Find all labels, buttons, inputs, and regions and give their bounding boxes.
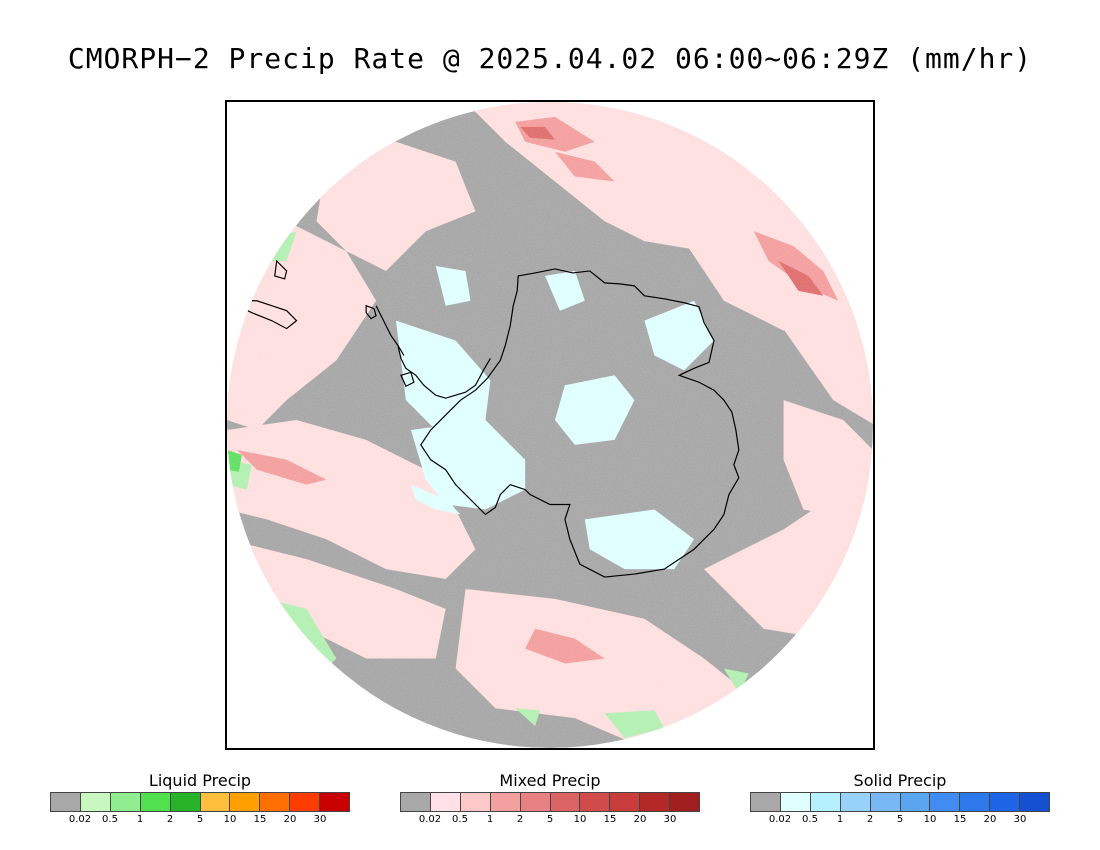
legend-liquid-tick-label: 30	[313, 814, 327, 825]
legend-solid-colorbar	[750, 792, 1050, 812]
legend-liquid-ticks: 0.02 0.5 1 2 5 10 15 20 30	[50, 812, 350, 826]
legend-liquid-swatch	[260, 793, 291, 811]
legend-mixed-title: Mixed Precip	[499, 771, 601, 790]
legend-solid-ticks: 0.02 0.5 1 2 5 10 15 20 30	[750, 812, 1050, 826]
legend-liquid-tick-label: 15	[253, 814, 267, 825]
legend-liquid-swatch	[290, 793, 321, 811]
antarctica-coastline	[420, 268, 740, 578]
legend-liquid-swatch	[320, 793, 350, 811]
legend-mixed-tick-label: 2	[516, 814, 524, 825]
legend-solid-swatch	[751, 793, 781, 811]
legend-solid-swatch	[840, 793, 871, 811]
legend-liquid-swatch	[80, 793, 111, 811]
legend-solid-swatch	[990, 793, 1021, 811]
legend-solid-tick-label: 1	[836, 814, 844, 825]
legend-mixed-swatch	[430, 793, 461, 811]
legend-mixed-tick-label: 0.5	[452, 814, 468, 825]
legend-mixed-swatch	[670, 793, 700, 811]
legend-liquid-tick-label: 10	[223, 814, 237, 825]
map-title: CMORPH−2 Precip Rate @ 2025.04.02 06:00~…	[67, 42, 1033, 75]
legend-liquid-tick-label: 0.5	[102, 814, 118, 825]
legend-mixed-tick-label: 30	[663, 814, 677, 825]
legend-solid-tick-label: 5	[896, 814, 904, 825]
island-south-shetland	[365, 304, 377, 320]
precip-map	[227, 102, 873, 748]
legend-solid-tick-label: 10	[923, 814, 937, 825]
legend-liquid: Liquid Precip 0.02 0.5 1 2 5 10 15 20 30	[50, 770, 350, 826]
legend-liquid-tick-label: 1	[136, 814, 144, 825]
legend-solid-tick-label: 0.5	[802, 814, 818, 825]
legend-mixed-tick-label: 20	[633, 814, 647, 825]
legend-mixed-ticks: 0.02 0.5 1 2 5 10 15 20 30	[400, 812, 700, 826]
legend-mixed-swatch	[550, 793, 581, 811]
map-panel	[225, 100, 875, 750]
legend-mixed-colorbar	[400, 792, 700, 812]
legend-mixed-swatch	[490, 793, 521, 811]
legend-solid-tick-label: 20	[983, 814, 997, 825]
legend-solid-swatch	[900, 793, 931, 811]
legend-liquid-swatch	[51, 793, 81, 811]
antarctic-peninsula-coast	[375, 305, 491, 399]
legend-mixed-swatch	[640, 793, 671, 811]
legend-mixed-tick-label: 10	[573, 814, 587, 825]
legend-mixed-swatch	[580, 793, 611, 811]
legend-liquid-tick-label: 5	[196, 814, 204, 825]
legend-mixed-tick-label: 5	[546, 814, 554, 825]
legend-solid-tick-label: 0.02	[768, 814, 792, 825]
legend-solid-title: Solid Precip	[853, 771, 947, 790]
legend-mixed-swatch	[401, 793, 431, 811]
legend-solid-swatch	[780, 793, 811, 811]
legend-solid-swatch	[1020, 793, 1050, 811]
legend-solid-swatch	[960, 793, 991, 811]
legend-mixed-swatch	[610, 793, 641, 811]
legend-mixed-swatch	[460, 793, 491, 811]
legend-mixed: Mixed Precip 0.02 0.5 1 2 5 10 15 20 30	[400, 770, 700, 826]
legend-liquid-swatch	[110, 793, 141, 811]
legend-mixed-swatch	[520, 793, 551, 811]
legend-solid: Solid Precip 0.02 0.5 1 2 5 10 15 20 30	[750, 770, 1050, 826]
legend-liquid-swatch	[230, 793, 261, 811]
legend-solid-tick-label: 15	[953, 814, 967, 825]
legend-liquid-tick-label: 0.02	[68, 814, 92, 825]
legend-liquid-swatch	[200, 793, 231, 811]
island-cluster	[400, 371, 415, 388]
legend-liquid-colorbar	[50, 792, 350, 812]
speckle-texture	[227, 102, 873, 748]
legend-solid-swatch	[870, 793, 901, 811]
legend-solid-swatch	[930, 793, 961, 811]
legend-liquid-tick-label: 20	[283, 814, 297, 825]
legend-liquid-swatch	[170, 793, 201, 811]
legend-solid-swatch	[810, 793, 841, 811]
legend-mixed-tick-label: 15	[603, 814, 617, 825]
legend-solid-tick-label: 30	[1013, 814, 1027, 825]
legend-liquid-title: Liquid Precip	[148, 771, 252, 790]
legend-liquid-tick-label: 2	[166, 814, 174, 825]
legend-solid-tick-label: 2	[866, 814, 874, 825]
legend-liquid-swatch	[140, 793, 171, 811]
legend-mixed-tick-label: 1	[486, 814, 494, 825]
legend-mixed-tick-label: 0.02	[418, 814, 442, 825]
